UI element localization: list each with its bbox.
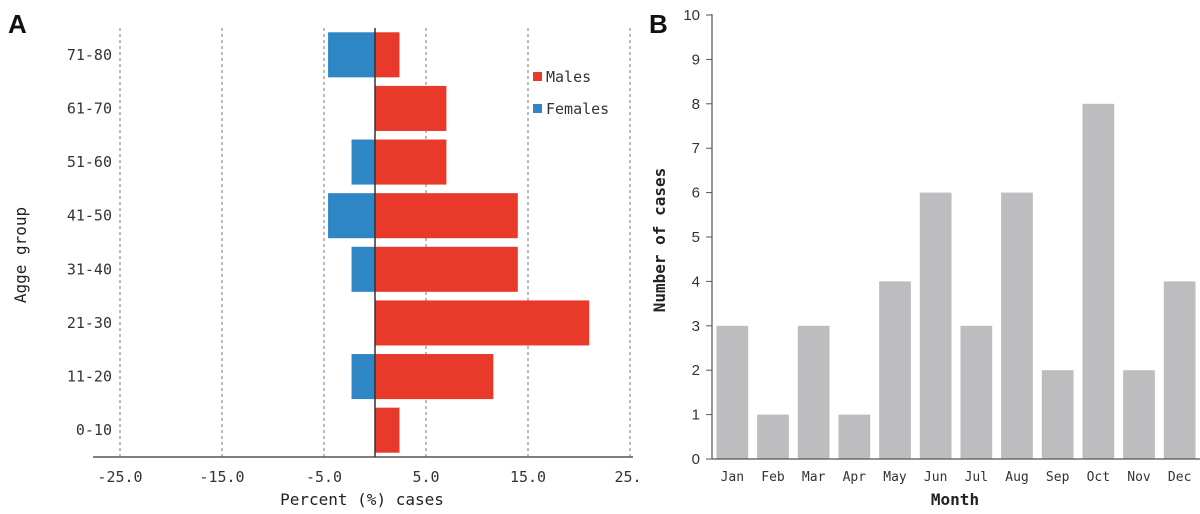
panel-a-y-tick-label: 71-80: [67, 46, 112, 64]
panel-a-x-tick-label: 25.: [614, 468, 641, 486]
panel-a-x-tick-label: -15.0: [199, 468, 244, 486]
panel-b-x-tick-label: Aug: [1005, 470, 1028, 485]
panel-a-y-tick-label: 61-70: [67, 99, 112, 117]
panel-b-x-tick-label: Sep: [1046, 470, 1070, 485]
bar-males-71-80: [375, 32, 400, 78]
bar-males-51-60: [375, 139, 447, 185]
bar-males-11-20: [375, 354, 494, 400]
panel-b-y-ticks: 0 1 2 3 4 5 6 7 8 9 10: [683, 7, 712, 468]
panel-a-y-tick-label: 31-40: [67, 260, 112, 278]
panel-b-y-tick-label: 8: [692, 96, 700, 113]
panel-b-x-tick-label: May: [883, 470, 907, 485]
panel-a-x-tick-label: 15.0: [510, 468, 546, 486]
panel-b-x-tick-label: Dec: [1168, 470, 1191, 485]
bar-females-31-40: [351, 246, 375, 292]
panel-b: B 0 1 2 3 4 5 6 7 8 9 10 Jan Feb Mar Apr May Jun Jul Aug S…: [649, 7, 1200, 509]
bar-jul: [960, 325, 993, 459]
bar-jan: [716, 325, 749, 459]
panel-b-x-tick-label: Feb: [761, 470, 785, 485]
bar-males-31-40: [375, 246, 518, 292]
bar-nov: [1123, 370, 1155, 459]
panel-a-x-tick-label: -25.0: [97, 468, 142, 486]
panel-b-bars: [716, 103, 1196, 460]
panel-b-y-tick-label: 0: [692, 451, 700, 468]
panel-b-y-tick-label: 5: [692, 229, 700, 246]
legend-males-label: Males: [546, 68, 591, 86]
panel-b-y-tick-label: 6: [692, 185, 700, 202]
bar-males-41-50: [375, 193, 518, 239]
panel-a-x-axis-label: Percent (%) cases: [280, 490, 444, 509]
panel-b-x-tick-label: Mar: [802, 470, 826, 485]
panel-a-label: A: [8, 9, 27, 39]
bar-females-11-20: [351, 354, 375, 400]
panel-b-y-tick-label: 3: [692, 318, 700, 335]
panel-b-y-tick-label: 4: [692, 273, 700, 290]
legend-females-swatch: [533, 104, 542, 113]
panel-b-x-tick-label: Jun: [924, 470, 947, 485]
panel-a-bars: [328, 32, 590, 453]
panel-b-y-axis-label: Number of cases: [650, 168, 669, 313]
panel-b-y-tick-label: 7: [692, 140, 700, 157]
bar-aug: [1001, 192, 1033, 459]
panel-a-y-tick-label: 11-20: [67, 368, 112, 386]
panel-b-x-tick-label: Jan: [721, 470, 744, 485]
panel-b-y-tick-label: 10: [683, 7, 700, 24]
panel-a-x-ticks: -25.0 -15.0 -5.0 5.0 15.0 25.: [97, 468, 641, 486]
panel-b-y-tick-label: 2: [692, 362, 700, 379]
bar-sep: [1041, 370, 1074, 459]
bar-oct: [1082, 103, 1115, 460]
bar-mar: [797, 325, 830, 459]
panel-a-y-tick-label: 21-30: [67, 314, 112, 332]
panel-a-legend: Males Females: [533, 68, 609, 118]
panel-b-label: B: [649, 9, 668, 39]
panel-b-x-tick-label: Oct: [1087, 470, 1110, 485]
bar-dec: [1163, 281, 1196, 459]
panel-a-y-tick-label: 0-10: [76, 421, 112, 439]
bar-apr: [838, 414, 871, 459]
bar-may: [879, 281, 911, 459]
bar-males-0-10: [375, 407, 400, 453]
bar-females-51-60: [351, 139, 375, 185]
panel-a-x-tick-label: -5.0: [306, 468, 342, 486]
bar-jun: [919, 192, 952, 459]
panel-b-x-tick-label: Apr: [843, 470, 867, 485]
bar-females-71-80: [328, 32, 375, 78]
panel-b-x-tick-label: Nov: [1127, 470, 1151, 485]
legend-females-label: Females: [546, 100, 609, 118]
panel-a-y-tick-label: 51-60: [67, 153, 112, 171]
bar-feb: [757, 414, 789, 459]
panel-a: A -25.0 -15.0 -5.0 5.0 15.0 25. 0-10 11-20 21-3…: [8, 9, 642, 509]
panel-b-x-tick-label: Jul: [965, 470, 988, 485]
bar-males-21-30: [375, 300, 590, 346]
panel-a-y-tick-label: 41-50: [67, 207, 112, 225]
panel-a-x-tick-label: 5.0: [412, 468, 439, 486]
panel-b-x-axis-label: Month: [931, 490, 979, 509]
panel-b-y-tick-label: 1: [692, 407, 700, 424]
panel-a-y-ticks: 0-10 11-20 21-30 31-40 41-50 51-60 61-70 71-80: [67, 46, 112, 439]
panel-a-y-axis-label: Agge group: [11, 207, 30, 303]
bar-males-61-70: [375, 85, 447, 131]
legend-males-swatch: [533, 72, 542, 81]
bar-females-41-50: [328, 193, 375, 239]
panel-b-y-tick-label: 9: [692, 51, 700, 68]
panel-b-x-ticks: Jan Feb Mar Apr May Jun Jul Aug Sep Oct Nov Dec: [721, 470, 1192, 485]
